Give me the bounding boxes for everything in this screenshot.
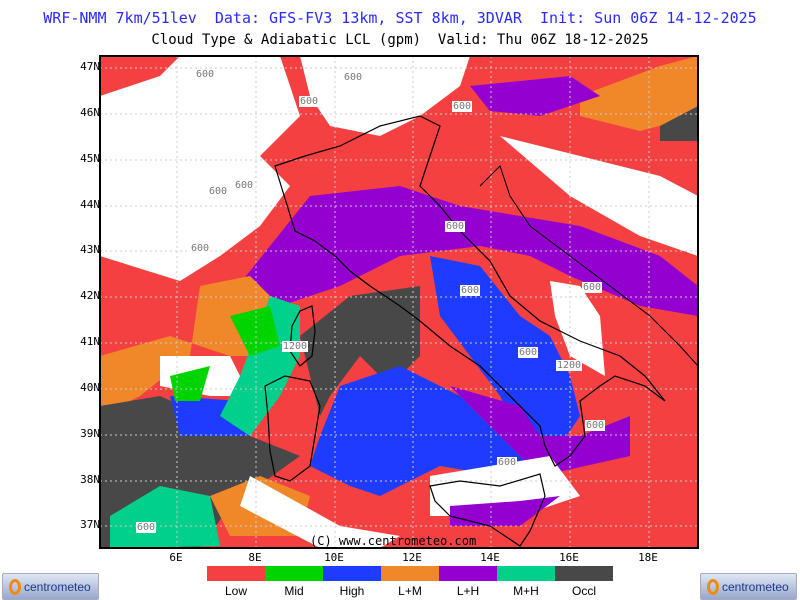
clear-area: [240, 476, 400, 548]
legend-item-occl: Occl: [555, 566, 613, 598]
contour-label: 600: [195, 69, 216, 80]
mid-high-area: [220, 296, 300, 436]
legend: Low Mid High L+M L+H M+H Occl: [207, 566, 613, 598]
longitude-label: 16E: [559, 551, 579, 564]
copyright-text: (C) www.centrometeo.com: [310, 534, 477, 548]
legend-swatch: [555, 566, 613, 581]
contour-label: 600: [585, 420, 606, 431]
legend-label: Low: [224, 584, 247, 598]
corsica-coastline: [289, 305, 316, 367]
longitude-label: 10E: [324, 551, 344, 564]
low-mid-area: [100, 276, 290, 416]
clear-area: [300, 56, 470, 136]
legend-label: Mid: [284, 584, 304, 598]
contour-label: 600: [234, 180, 255, 191]
contour-label: 1200: [282, 341, 309, 352]
legend-label: M+H: [513, 584, 539, 598]
clear-area: [100, 56, 300, 281]
cloud-type-map: [99, 55, 699, 549]
latitude-label: 42N: [80, 289, 100, 302]
low-high-area: [470, 76, 600, 116]
legend-label: High: [339, 584, 365, 598]
latitude-label: 46N: [80, 106, 100, 119]
high-cloud-area: [310, 366, 540, 496]
contour-label: 600: [299, 96, 320, 107]
logo-ring-icon: [707, 578, 719, 595]
longitude-label: 6E: [169, 551, 183, 564]
graticule: [100, 56, 698, 548]
legend-swatch: [497, 566, 555, 581]
contour-label: 600: [136, 522, 157, 533]
mid-cloud-area: [170, 366, 210, 401]
longitude-label: 8E: [248, 551, 262, 564]
legend-swatch: [439, 566, 497, 581]
legend-swatch: [207, 566, 265, 581]
latitude-label: 45N: [80, 152, 100, 165]
low-high-area: [230, 186, 698, 316]
legend-label: L+H: [456, 584, 480, 598]
contour-label: 600: [582, 282, 603, 293]
contour-label: 600: [343, 72, 364, 83]
balkan-coastline: [479, 165, 699, 367]
latitude-label: 39N: [80, 427, 100, 440]
latitude-label: 43N: [80, 243, 100, 256]
latitude-label: 47N: [80, 60, 100, 73]
legend-label: L+M: [398, 584, 422, 598]
legend-item-l-h: L+H: [439, 566, 497, 598]
contour-label: 600: [190, 243, 211, 254]
model-info-title: WRF-NMM 7km/51lev Data: GFS-FV3 13km, SS…: [43, 9, 757, 27]
contour-label: 1200: [556, 360, 583, 371]
sardinia-coastline: [264, 375, 321, 482]
legend-item-high: High: [323, 566, 381, 598]
legend-label: Occl: [572, 584, 596, 598]
mid-cloud-area: [230, 306, 280, 356]
longitude-label: 18E: [638, 551, 658, 564]
occluded-area: [660, 106, 698, 141]
legend-swatch: [265, 566, 323, 581]
latitude-label: 44N: [80, 198, 100, 211]
contour-label: 600: [497, 457, 518, 468]
centrometeo-logo-right[interactable]: centrometeo: [700, 573, 797, 600]
map-title: Cloud Type & Adiabatic LCL (gpm) Valid: …: [151, 32, 649, 48]
longitude-label: 14E: [480, 551, 500, 564]
clear-area: [550, 281, 605, 376]
contour-label: 600: [460, 285, 481, 296]
contour-label: 600: [518, 347, 539, 358]
low-high-area: [450, 386, 630, 476]
legend-item-l-m: L+M: [381, 566, 439, 598]
legend-item-m-h: M+H: [497, 566, 555, 598]
legend-item-low: Low: [207, 566, 265, 598]
legend-item-mid: Mid: [265, 566, 323, 598]
contour-label: 600: [445, 221, 466, 232]
latitude-label: 37N: [80, 518, 100, 531]
centrometeo-logo-left[interactable]: centrometeo: [2, 573, 99, 600]
legend-swatch: [323, 566, 381, 581]
italy-coastline: [274, 115, 666, 467]
latitude-label: 38N: [80, 473, 100, 486]
contour-label: 600: [452, 101, 473, 112]
logo-ring-icon: [9, 578, 21, 595]
longitude-label: 12E: [402, 551, 422, 564]
latitude-label: 40N: [80, 381, 100, 394]
sicily-coastline: [429, 473, 546, 547]
contour-label: 600: [208, 186, 229, 197]
high-cloud-area: [430, 256, 580, 446]
low-mid-area: [580, 56, 698, 131]
low-high-area: [450, 496, 560, 526]
legend-swatch: [381, 566, 439, 581]
latitude-label: 41N: [80, 335, 100, 348]
